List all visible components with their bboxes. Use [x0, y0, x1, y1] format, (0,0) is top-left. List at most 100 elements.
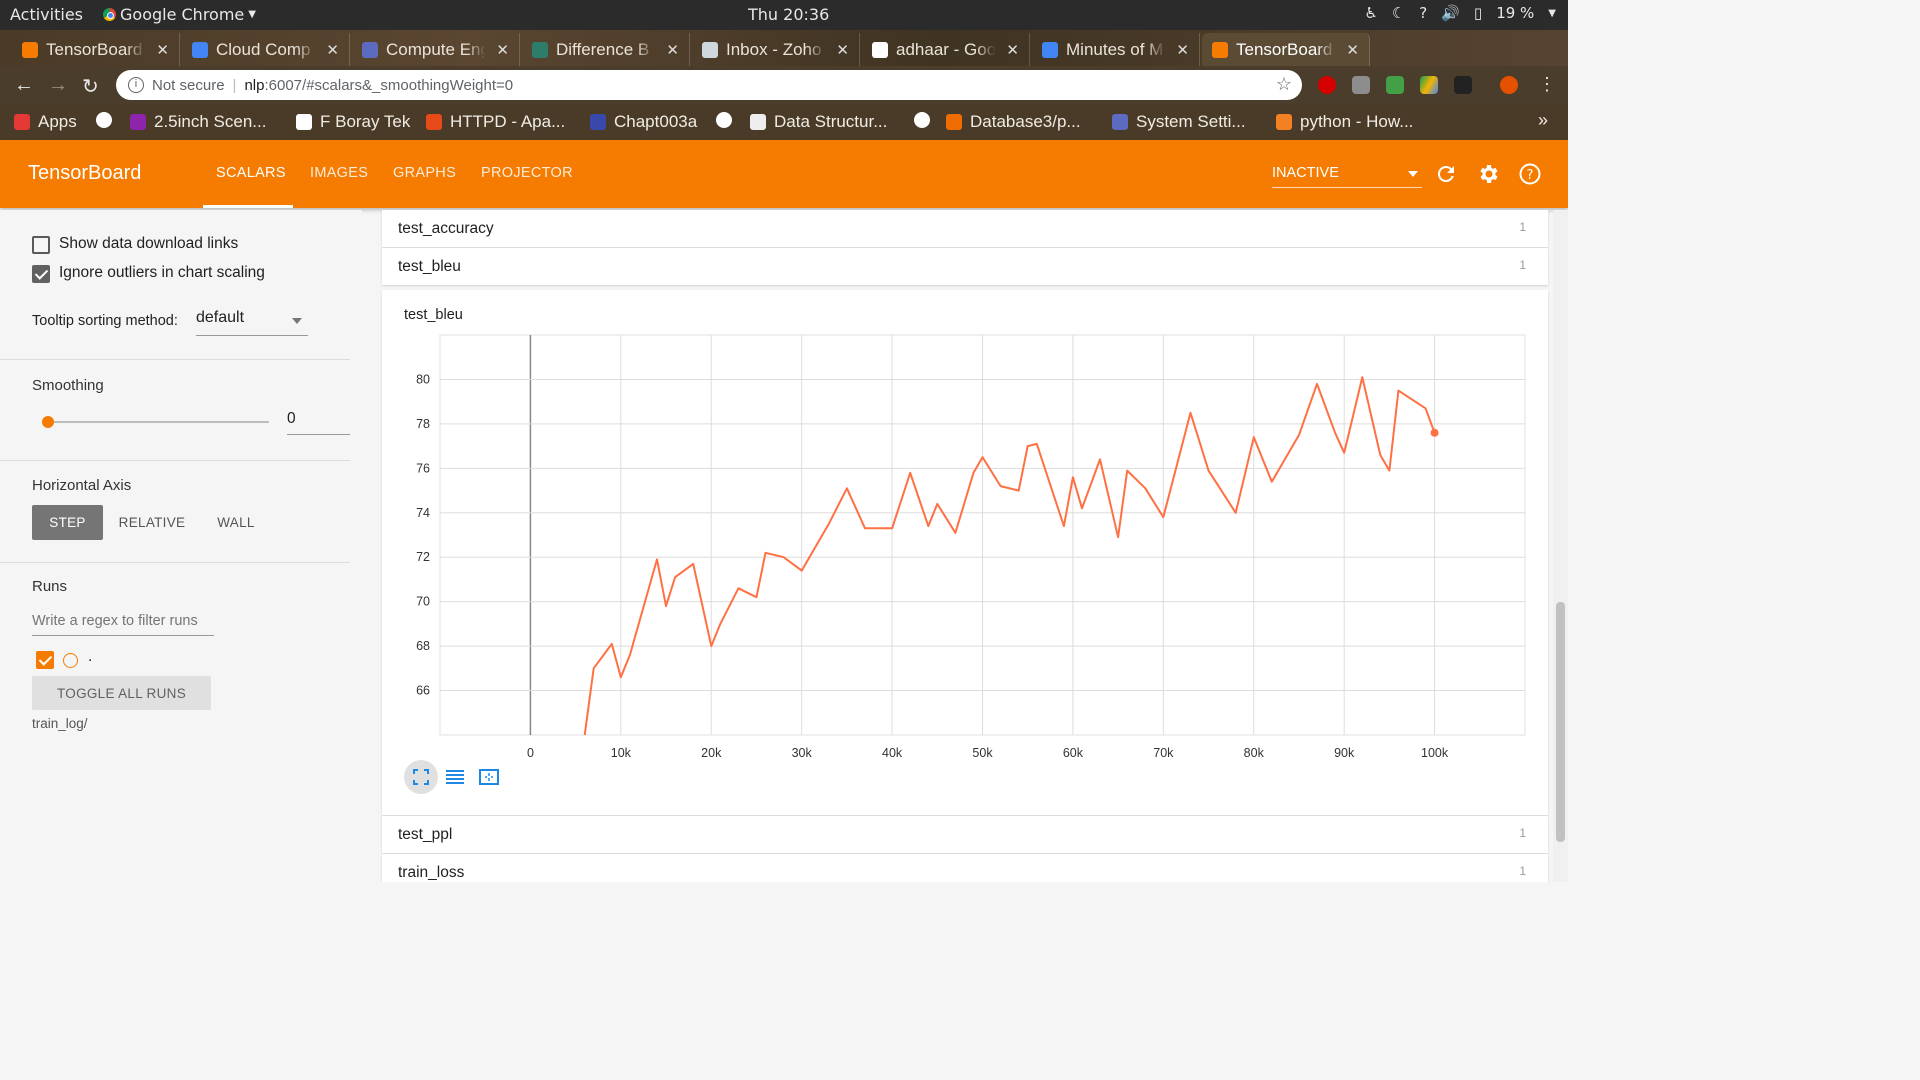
tab-favicon-icon	[872, 41, 888, 58]
bookmark-label: Apps	[38, 112, 77, 131]
tab-favicon-icon	[1212, 41, 1228, 58]
card-train-loss[interactable]: train_loss 1	[382, 854, 1548, 882]
info-icon[interactable]: i	[128, 77, 144, 93]
toolbar: ← → ↻ i Not secure | nlp :6007/#scalars&…	[0, 66, 1568, 104]
tooltip-sort-dropdown[interactable]: default	[196, 309, 308, 336]
close-tab-icon[interactable]: ✕	[156, 41, 169, 59]
y-tick-label: 68	[416, 639, 430, 653]
bookmark-item[interactable]: System Setti...	[1112, 112, 1246, 132]
horizontal-axis-title: Horizontal Axis	[32, 477, 132, 494]
x-tick-label: 40k	[882, 746, 903, 760]
show-download-checkbox[interactable]	[32, 236, 50, 254]
bookmark-item[interactable]: Chapt003a	[590, 112, 697, 132]
security-label: Not secure	[152, 76, 225, 94]
tab-favicon-icon	[532, 41, 548, 58]
tab-graphs[interactable]: GRAPHS	[393, 165, 457, 181]
clock[interactable]: Thu 20:36	[748, 5, 830, 24]
close-tab-icon[interactable]: ✕	[496, 41, 509, 59]
browser-tab[interactable]: Compute Eng ✕	[352, 33, 520, 66]
profile-avatar[interactable]	[1500, 76, 1518, 94]
forward-icon[interactable]: →	[48, 74, 68, 96]
extension-shield-icon[interactable]	[1352, 76, 1370, 94]
bookmark-star-icon[interactable]: ☆	[1275, 74, 1292, 94]
ignore-outliers-checkbox[interactable]	[32, 265, 50, 283]
chevron-down-icon: ▼	[1548, 7, 1556, 19]
google-drive-icon[interactable]	[1420, 76, 1438, 94]
system-tray[interactable]: ♿ ☾ ? 🔊 ▯ 19 % ▼	[1364, 4, 1556, 22]
browser-tab[interactable]: TensorBoard ✕	[12, 33, 180, 66]
card-test-ppl[interactable]: test_ppl 1	[382, 816, 1548, 853]
browser-tab[interactable]: Difference B ✕	[522, 33, 690, 66]
close-tab-icon[interactable]: ✕	[836, 41, 849, 59]
close-tab-icon[interactable]: ✕	[1346, 41, 1359, 59]
fit-to-domain-icon[interactable]	[478, 767, 500, 787]
settings-icon[interactable]	[1476, 162, 1500, 186]
close-tab-icon[interactable]: ✕	[326, 41, 339, 59]
axis-wall-button[interactable]: WALL	[217, 515, 255, 530]
bookmark-item[interactable]: F Boray Tek	[296, 112, 410, 132]
toggle-all-runs-button[interactable]: TOGGLE ALL RUNS	[32, 676, 211, 710]
close-tab-icon[interactable]: ✕	[1176, 41, 1189, 59]
bookmark-label: Data Structur...	[774, 112, 888, 131]
browser-tab[interactable]: TensorBoard ✕	[1202, 33, 1370, 66]
battery-level: 19 %	[1496, 4, 1535, 22]
extension-money-icon[interactable]	[1386, 76, 1404, 94]
fit-domain-button[interactable]	[404, 760, 438, 794]
bookmark-label: Database3/p...	[970, 112, 1081, 131]
scrollbar-thumb[interactable]	[1556, 602, 1565, 842]
close-tab-icon[interactable]: ✕	[666, 41, 679, 59]
activities-button[interactable]: Activities	[10, 5, 83, 24]
tab-strip: TensorBoard ✕ Cloud Comp ✕ Compute Eng ✕ Diffe…	[0, 30, 1568, 92]
run-checkbox[interactable]	[36, 651, 54, 669]
bookmark-label: System Setti...	[1136, 112, 1246, 131]
smoothing-input[interactable]: 0	[287, 410, 350, 435]
bookmark-item[interactable]: Database3/p...	[946, 112, 1081, 132]
chrome-menu-icon[interactable]: ⋮	[1538, 74, 1556, 94]
x-tick-label: 20k	[701, 746, 722, 760]
tab-images[interactable]: IMAGES	[310, 165, 369, 181]
refresh-icon[interactable]	[1434, 162, 1458, 186]
extension-adblock-icon[interactable]	[1318, 76, 1336, 94]
smoothing-slider-track[interactable]	[42, 416, 269, 428]
card-test-bleu[interactable]: test_bleu 1	[382, 248, 1548, 285]
browser-tab[interactable]: Minutes of M ✕	[1032, 33, 1200, 66]
back-icon[interactable]: ←	[14, 74, 34, 96]
y-tick-label: 66	[416, 684, 430, 698]
accessibility-icon[interactable]: ♿	[1364, 4, 1378, 22]
page-scrollbar[interactable]	[1553, 210, 1568, 882]
bookmark-item[interactable]	[914, 112, 930, 128]
extension-icon[interactable]	[1454, 76, 1472, 94]
more-bookmarks-icon[interactable]: »	[1538, 110, 1549, 130]
run-color-radio[interactable]	[63, 653, 78, 668]
bookmark-item[interactable]	[716, 112, 732, 128]
address-bar[interactable]: i Not secure | nlp :6007/#scalars&_smoot…	[116, 70, 1302, 100]
browser-tab[interactable]: adhaar - Goo ✕	[862, 33, 1030, 66]
axis-step-button[interactable]: STEP	[32, 505, 103, 540]
smoothing-slider-knob[interactable]	[42, 416, 54, 428]
axis-relative-button[interactable]: RELATIVE	[118, 515, 186, 530]
close-tab-icon[interactable]: ✕	[1006, 41, 1019, 59]
tab-scalars[interactable]: SCALARS	[216, 165, 286, 181]
plugin-dropdown[interactable]: INACTIVE	[1272, 165, 1422, 188]
reload-icon[interactable]: ↻	[82, 76, 99, 98]
x-tick-label: 90k	[1334, 746, 1355, 760]
card-title: train_loss	[398, 864, 465, 881]
bookmark-favicon-icon	[946, 114, 962, 130]
chart-svg[interactable]: 0 10k 20k 30k 40k 50k 60k 70k 80k 90k 100k 66 68 70 72…	[382, 290, 1548, 815]
runs-filter-input[interactable]: Write a regex to filter runs	[32, 612, 214, 636]
browser-tab[interactable]: Cloud Comp ✕	[182, 33, 350, 66]
app-menu[interactable]: Google Chrome ▼	[103, 5, 256, 24]
bookmark-item[interactable]	[96, 112, 112, 128]
bookmark-item[interactable]: python - How...	[1276, 112, 1413, 132]
bookmark-item[interactable]: HTTPD - Apa...	[426, 112, 565, 132]
bookmark-item[interactable]: 2.5inch Scen...	[130, 112, 266, 132]
bookmark-item[interactable]: Apps	[14, 112, 77, 132]
fullscreen-icon[interactable]	[411, 767, 431, 787]
card-test-accuracy[interactable]: test_accuracy 1	[382, 210, 1548, 247]
browser-tab[interactable]: Inbox - Zoho ✕	[692, 33, 860, 66]
brand-title[interactable]: TensorBoard	[28, 162, 142, 184]
tab-projector[interactable]: PROJECTOR	[481, 165, 573, 181]
list-icon[interactable]	[444, 767, 466, 787]
bookmark-item[interactable]: Data Structur...	[750, 112, 887, 132]
help-icon[interactable]: ?	[1518, 162, 1542, 186]
